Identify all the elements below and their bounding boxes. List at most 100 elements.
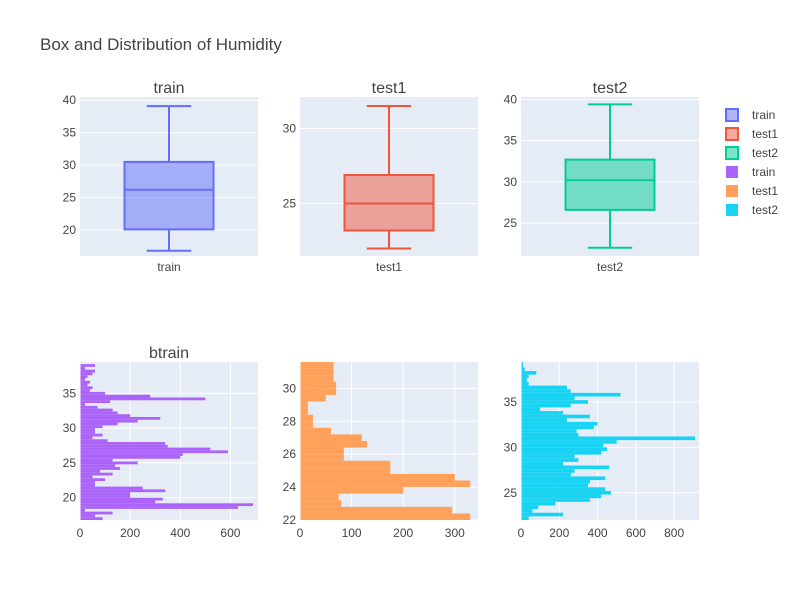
y-tick-label: 35	[504, 134, 518, 148]
histogram-bar	[80, 494, 131, 498]
histogram-bar	[521, 480, 590, 484]
subplot-4: 0 200 400 600 20 25 30 35 btrain	[63, 345, 258, 540]
y-tick-label: 30	[63, 158, 77, 172]
x-tick-label: 0	[518, 526, 525, 540]
legend[interactable]: train test1 test2 train test1 test2	[725, 108, 778, 217]
histogram-bar	[80, 380, 91, 384]
subplot-3: 25 30 35 40 test2 test2	[504, 80, 699, 274]
legend-swatch	[726, 166, 738, 178]
subplot-title: train	[153, 80, 184, 97]
histogram-bar	[521, 512, 564, 517]
box-iqr	[123, 160, 215, 231]
histogram-bar	[80, 425, 103, 429]
histogram-bar	[521, 461, 564, 466]
y-tick-label: 25	[504, 486, 518, 500]
histogram-bar	[521, 414, 590, 419]
histogram-bar	[80, 394, 151, 398]
histogram-bar	[521, 509, 533, 513]
histogram-bar	[80, 416, 161, 420]
histogram-bar	[80, 506, 238, 509]
legend-swatch	[725, 127, 739, 141]
legend-item-test1-hist[interactable]: test1	[726, 184, 778, 198]
histogram-bar	[80, 383, 88, 387]
y-tick-label: 35	[63, 126, 77, 140]
y-tick-label: 35	[504, 395, 518, 409]
histogram-bar	[300, 427, 331, 435]
histogram-bar	[80, 472, 113, 476]
histogram-bar	[300, 375, 334, 382]
histogram-bar	[300, 421, 313, 428]
histogram-bar	[521, 494, 602, 499]
histogram-bar	[521, 454, 575, 459]
histogram-bar	[521, 378, 527, 382]
histogram-bar	[300, 500, 342, 507]
histogram-bar	[521, 385, 567, 390]
histogram-bar	[521, 447, 608, 451]
histogram-bar	[521, 476, 606, 481]
histogram-bar	[80, 469, 101, 473]
legend-item-train-box[interactable]: train	[725, 108, 775, 122]
legend-swatch	[725, 146, 739, 160]
histogram-bar	[300, 454, 344, 461]
legend-swatch	[726, 185, 738, 197]
histogram-bar	[80, 400, 111, 404]
histogram-bar	[80, 447, 211, 451]
histogram-bar	[80, 500, 156, 504]
histogram-bar	[521, 505, 539, 510]
histogram-bar	[80, 458, 113, 462]
histogram-bar	[300, 394, 326, 402]
x-tick-label: 200	[549, 526, 569, 540]
histogram-bar	[80, 422, 118, 426]
subplot-5: 0 100 200 300 22 24 26 28 30	[283, 362, 478, 540]
histogram-bar	[80, 467, 121, 470]
legend-item-test2-box[interactable]: test2	[725, 146, 778, 160]
histogram-bar	[80, 428, 96, 431]
histogram-bar	[521, 490, 611, 495]
y-tick-label: 20	[63, 223, 77, 237]
histogram-bar	[80, 508, 86, 512]
x-tick-label: 0	[77, 526, 84, 540]
histogram-bar	[300, 513, 471, 520]
histogram-bar	[80, 414, 131, 417]
histogram-bar	[80, 408, 113, 412]
x-tick-label: 400	[588, 526, 608, 540]
x-category-label: test2	[597, 260, 623, 274]
histogram-bar	[521, 440, 617, 444]
legend-swatch	[725, 108, 739, 122]
y-tick-label: 28	[283, 414, 297, 428]
y-tick-label: 22	[283, 513, 297, 527]
legend-item-test1-box[interactable]: test1	[725, 127, 778, 141]
histogram-bar	[521, 487, 606, 491]
histogram-bar	[80, 475, 93, 479]
histogram-bar	[300, 441, 368, 448]
histogram-bar	[80, 366, 86, 370]
subplot-1: 20 25 30 35 40 train train	[63, 80, 258, 274]
x-tick-label: 800	[664, 526, 684, 540]
histogram-bar	[521, 516, 529, 520]
histogram-bar	[521, 367, 525, 372]
subplot-title: test1	[372, 80, 407, 97]
legend-item-test2-hist[interactable]: test2	[726, 203, 778, 217]
bars	[300, 362, 471, 520]
histogram-bar	[300, 480, 471, 488]
histogram-bar	[521, 458, 579, 462]
x-tick-label: 400	[170, 526, 190, 540]
legend-label: train	[752, 108, 775, 122]
histogram-bar	[80, 511, 113, 515]
histogram-bar	[80, 386, 93, 390]
histogram-bar	[80, 453, 183, 456]
histogram-bar	[80, 442, 166, 445]
legend-item-train-hist[interactable]: train	[726, 165, 775, 179]
bars	[80, 364, 253, 520]
histogram-bar	[300, 408, 308, 415]
histogram-bar	[521, 472, 571, 477]
y-tick-label: 35	[63, 386, 77, 400]
histogram-bar	[80, 403, 86, 406]
histogram-bar	[521, 501, 556, 506]
histogram-bar	[521, 429, 577, 433]
histogram-bar	[80, 455, 181, 459]
histogram-bar	[521, 392, 621, 397]
histogram-bar	[521, 396, 575, 401]
histogram-bar	[80, 517, 103, 520]
